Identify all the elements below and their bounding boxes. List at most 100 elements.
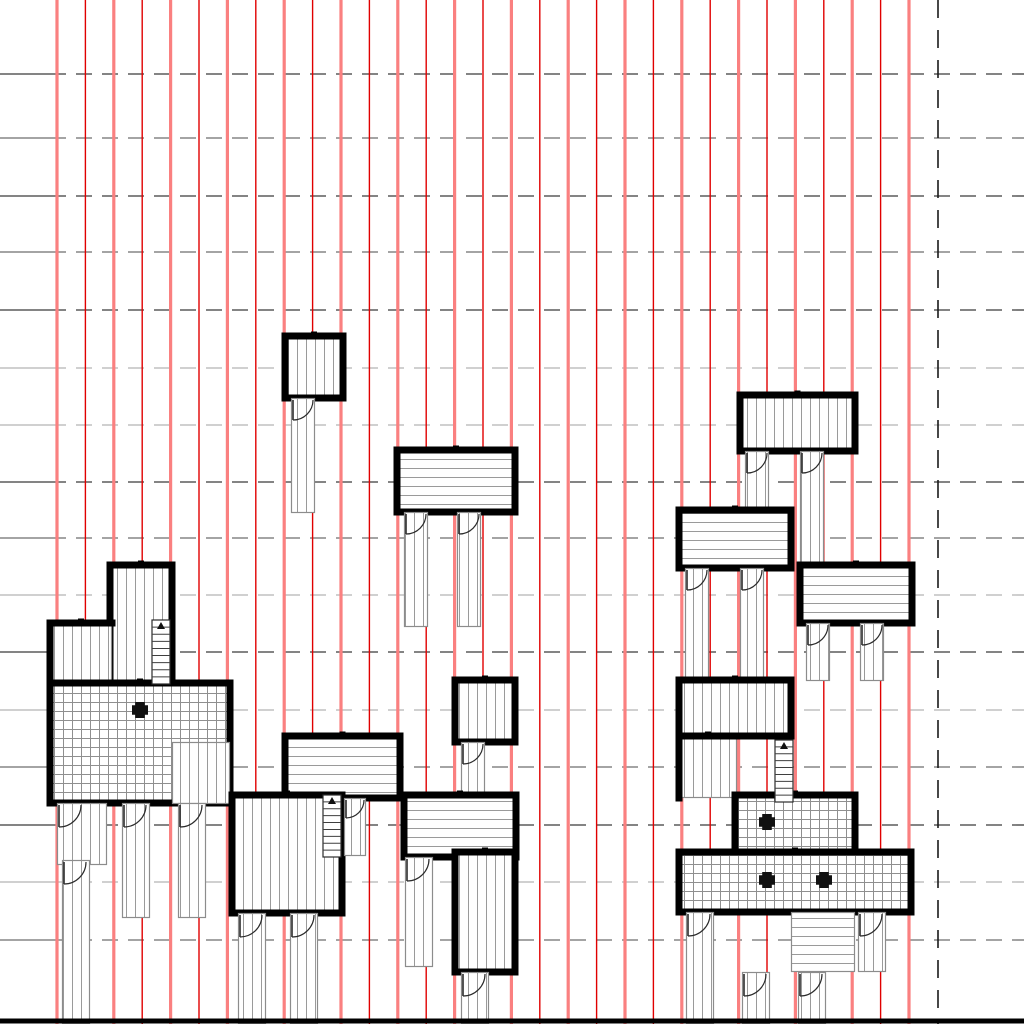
room-e6-core-wall-right — [851, 791, 859, 859]
room-c5-mid-wall-left — [228, 791, 236, 917]
module-corridor-e-legF[interactable] — [859, 622, 885, 682]
corridor-e-legA-door-arc[interactable] — [746, 452, 768, 474]
stair-west — [151, 619, 171, 685]
room-e3-right-wall-right — [908, 561, 916, 627]
room-w4-south-floor-fill — [172, 742, 230, 804]
corridor-c-legE-door-arc[interactable] — [345, 799, 365, 819]
corridor-w-legC-floor-fill — [122, 803, 150, 918]
room-c5-mid-grid-node — [284, 790, 290, 798]
room-w3-core-wall-left — [46, 679, 54, 807]
module-room-c2-top[interactable] — [393, 445, 519, 516]
corridor-c2-legB-door-arc[interactable] — [458, 513, 480, 535]
module-room-w2-wing[interactable] — [46, 618, 116, 689]
module-corridor-w-legD[interactable] — [177, 802, 207, 919]
room-c7-lower-wall-right — [511, 848, 519, 976]
room-c2-top-wall-bottom — [393, 508, 519, 516]
corridor-w-legB-door-arc[interactable] — [63, 861, 87, 885]
module-room-e8-south[interactable] — [790, 911, 856, 973]
corridor-c-legA-door-arc[interactable] — [239, 914, 263, 938]
room-c6-right-grid-node — [457, 790, 463, 798]
room-e6-core-wall-left — [731, 791, 739, 859]
corridor-e-legC-door-arc[interactable] — [686, 569, 708, 591]
module-corridor-e-legE[interactable] — [805, 622, 831, 682]
module-room-e5-shaft[interactable] — [675, 731, 741, 802]
module-room-e4-core[interactable] — [675, 675, 795, 740]
corridor-e-legD-door-arc[interactable] — [741, 569, 763, 591]
module-corridor-w-legB[interactable] — [61, 859, 91, 1024]
corridor-e-legG-door-arc[interactable] — [687, 913, 711, 937]
corridor-e-legE-door-arc[interactable] — [807, 624, 829, 646]
room-c2-top-floor-fill — [397, 450, 515, 512]
corridor-e-legB-door-arc[interactable] — [801, 452, 823, 474]
corridor-e-legF-door-arc[interactable] — [861, 624, 883, 646]
module-corridor-e-legA[interactable] — [744, 450, 770, 514]
stair-east-run — [774, 739, 794, 803]
module-corridor-e-legJ[interactable] — [857, 911, 887, 973]
room-e4-core-wall-right — [787, 676, 795, 740]
module-corridor-c3-leg[interactable] — [460, 741, 486, 801]
room-e7-core-wall-left — [675, 848, 683, 916]
stair-symbols — [151, 619, 794, 858]
corridor-c-legC-floor-fill — [405, 857, 433, 967]
module-corridor-c-legE[interactable] — [343, 797, 367, 857]
module-corridor-w-legA[interactable] — [56, 802, 108, 866]
corridor-c-legB-door-arc[interactable] — [291, 914, 315, 938]
module-corridor-e-legI[interactable] — [797, 971, 827, 1024]
module-room-c3[interactable] — [451, 675, 519, 746]
corridor-e-legJ-door-arc[interactable] — [859, 913, 883, 937]
module-corridor-e-legG[interactable] — [685, 911, 715, 1024]
corridor-e-legH-door-arc[interactable] — [743, 973, 767, 997]
room-e1-top-wall-left — [736, 391, 744, 455]
column-markers — [132, 702, 832, 888]
corridor-c1-leg-outline — [290, 397, 316, 514]
corridor-e-legJ-floor-fill — [858, 912, 886, 972]
room-e1-top-floor-fill — [740, 395, 855, 451]
module-corridor-c-legD[interactable] — [460, 971, 490, 1024]
corridor-w-legC-door-arc[interactable] — [123, 804, 147, 828]
module-room-e2[interactable] — [675, 505, 795, 572]
module-corridor-c-legB[interactable] — [289, 912, 319, 1024]
module-corridor-c2-legB[interactable] — [456, 511, 482, 628]
corridor-w-legD-door-arc[interactable] — [179, 804, 203, 828]
corridor-e-legF-outline — [859, 622, 885, 682]
corridor-c3-leg-door-arc[interactable] — [462, 743, 484, 765]
module-room-e7-core[interactable] — [675, 847, 915, 916]
module-room-e1-top[interactable] — [736, 390, 859, 455]
module-room-e3-right[interactable] — [796, 560, 916, 627]
module-corridor-e-legB[interactable] — [799, 450, 825, 564]
room-e2-floor-fill — [679, 510, 791, 568]
stair-west-run — [151, 619, 171, 685]
building-geometry[interactable] — [46, 331, 916, 1024]
room-c1-top-wall-left — [281, 332, 289, 402]
module-corridor-e-legH[interactable] — [741, 971, 771, 1024]
module-corridor-w-legC[interactable] — [121, 802, 151, 919]
corridor-e-legI-door-arc[interactable] — [799, 973, 823, 997]
module-room-w4-south[interactable] — [171, 741, 231, 805]
room-c3-grid-node — [482, 675, 488, 683]
corridor-e-legB-floor-fill — [800, 451, 824, 563]
room-e3-right-wall-bottom — [796, 619, 916, 627]
stair-center — [322, 794, 342, 858]
room-c2-top-wall-right — [511, 446, 519, 516]
corridor-c1-leg-door-arc[interactable] — [292, 399, 314, 421]
module-corridor-e-legC[interactable] — [684, 567, 710, 681]
corridor-w-legA-door-arc[interactable] — [58, 804, 82, 828]
module-corridor-c1-leg[interactable] — [290, 397, 316, 514]
module-corridor-c2-legA[interactable] — [403, 511, 429, 628]
module-corridor-e-legD[interactable] — [739, 567, 765, 681]
module-corridor-c-legC[interactable] — [404, 856, 434, 968]
module-room-c1-top[interactable] — [281, 331, 347, 402]
stair-center-up-arrow-icon — [328, 797, 336, 804]
corridor-c-legD-door-arc[interactable] — [462, 973, 486, 997]
room-e3-right-floor-fill — [800, 565, 912, 623]
module-room-c4-upper[interactable] — [281, 731, 404, 802]
module-corridor-c-legA[interactable] — [237, 912, 267, 1024]
room-e1-top-wall-right — [851, 391, 859, 455]
room-e3-right-grid-node — [853, 560, 859, 568]
room-e5-shaft-floor-fill — [679, 736, 737, 798]
module-room-c7-lower[interactable] — [451, 847, 519, 976]
corridor-c-legC-door-arc[interactable] — [406, 858, 430, 882]
column-cross-e2-cross-icon — [759, 872, 775, 888]
corridor-c2-legA-door-arc[interactable] — [405, 513, 427, 535]
